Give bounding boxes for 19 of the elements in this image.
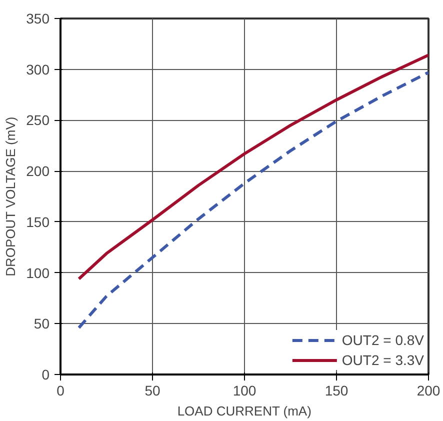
y-tick-label: 250 <box>26 112 50 128</box>
legend-label: OUT2 = 0.8V <box>342 332 424 348</box>
x-tick-label: 50 <box>144 382 160 398</box>
x-tick-label: 100 <box>232 382 256 398</box>
line-series <box>77 54 428 280</box>
x-tick-label: 200 <box>416 382 440 398</box>
line-series <box>77 70 428 330</box>
y-tick-label: 50 <box>34 316 50 332</box>
x-tick-label: 0 <box>56 382 65 398</box>
y-tick-label: 100 <box>26 264 50 281</box>
y-tick-label: 350 <box>26 10 50 26</box>
y-tick-label: 300 <box>26 61 50 78</box>
x-axis-title: LOAD CURRENT (mA) <box>177 404 312 418</box>
y-tick-label: 200 <box>26 163 50 180</box>
y-tick-label: 150 <box>26 214 50 230</box>
y-tick-label: 0 <box>42 366 50 382</box>
y-axis-title: DROPOUT VOLTAGE (mV) <box>3 116 18 276</box>
legend-label: OUT2 = 3.3V <box>342 352 424 368</box>
x-tick-label: 150 <box>324 382 348 398</box>
